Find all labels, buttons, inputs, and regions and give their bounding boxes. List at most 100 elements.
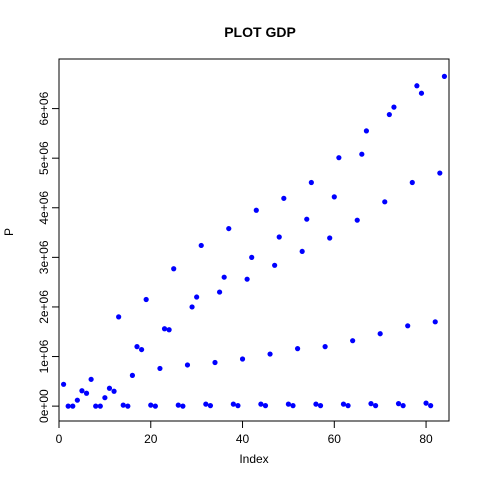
x-tick-label: 40 [236,432,250,446]
y-tick-label: 5e+06 [37,141,51,175]
data-point [267,351,273,357]
data-point [272,262,278,268]
data-point [409,179,415,186]
data-point [134,344,140,350]
data-point [143,296,149,303]
data-point [249,254,255,260]
data-point [350,338,356,344]
data-point [198,242,204,249]
data-point [317,403,324,409]
data-point [138,346,145,353]
data-point [148,402,154,408]
y-tick-label: 1e+06 [37,339,51,373]
data-point [184,362,191,368]
data-point [111,388,117,394]
data-point [203,401,209,407]
data-point [400,403,406,409]
data-point [327,235,333,241]
data-point [345,403,351,409]
x-tick-label: 80 [419,432,433,446]
data-point [161,326,168,332]
y-tick-label: 0e+00 [37,389,51,423]
data-point [60,381,67,387]
data-point [340,401,347,407]
chart-title: PLOT GDP [224,24,296,40]
data-point [262,403,269,409]
data-point [189,304,195,310]
data-point [125,403,131,409]
data-point [382,199,388,205]
x-tick-label: 60 [328,432,342,446]
data-point [354,217,360,223]
data-point [276,234,282,240]
data-point [221,274,227,280]
data-point [171,266,177,272]
data-point [281,195,287,201]
x-tick-label: 20 [144,432,158,446]
data-point [157,365,163,372]
data-point [102,395,108,401]
data-point [93,403,99,409]
data-point [363,128,370,134]
data-point [432,319,438,325]
data-point [285,401,292,407]
data-point [441,73,448,79]
data-point [308,179,314,186]
data-point [83,390,90,396]
data-point [391,104,397,110]
data-point [395,401,402,407]
y-tick-label: 6e+06 [37,91,51,125]
data-point [359,151,365,157]
data-point [65,403,71,409]
data-point [152,403,158,409]
data-point [428,403,434,409]
data-point [290,403,296,409]
data-point [414,83,420,89]
data-point [372,403,379,409]
data-point [418,90,425,96]
data-point [331,194,337,200]
data-point [166,327,172,333]
data-point [216,289,223,295]
data-point [253,207,259,213]
data-point [437,170,443,176]
data-point [74,397,80,403]
data-point [180,403,186,409]
y-axis-label: P [2,228,16,236]
data-point [244,276,250,282]
data-point [235,403,241,409]
data-point [79,388,85,394]
data-point [97,403,103,409]
data-point [106,385,113,391]
data-point [116,314,122,320]
x-axis-label: Index [239,452,268,466]
y-tick-label: 2e+06 [37,290,51,324]
y-axis: 0e+00 1e+06 2e+06 3e+06 4e+06 5e+06 6e+06 [37,91,60,423]
data-point [386,111,392,118]
data-point [175,402,181,408]
data-point [226,225,232,232]
data-point [405,323,411,329]
data-point [368,401,374,407]
y-tick-label: 3e+06 [37,240,51,274]
data-point [129,372,136,378]
data-point [88,376,94,382]
x-axis: 0 20 40 60 80 [56,420,433,446]
data-point [322,344,328,350]
x-tick-label: 0 [56,432,63,446]
data-point [336,155,342,161]
data-point [294,346,301,352]
data-point [304,216,310,222]
data-point [423,400,429,406]
data-point [313,401,319,407]
data-point [194,294,200,300]
data-point [299,248,305,255]
data-point [230,401,236,407]
data-points [60,73,448,409]
data-point [239,356,246,362]
data-point [207,403,214,409]
data-point [212,359,218,366]
y-tick-label: 4e+06 [37,191,51,225]
